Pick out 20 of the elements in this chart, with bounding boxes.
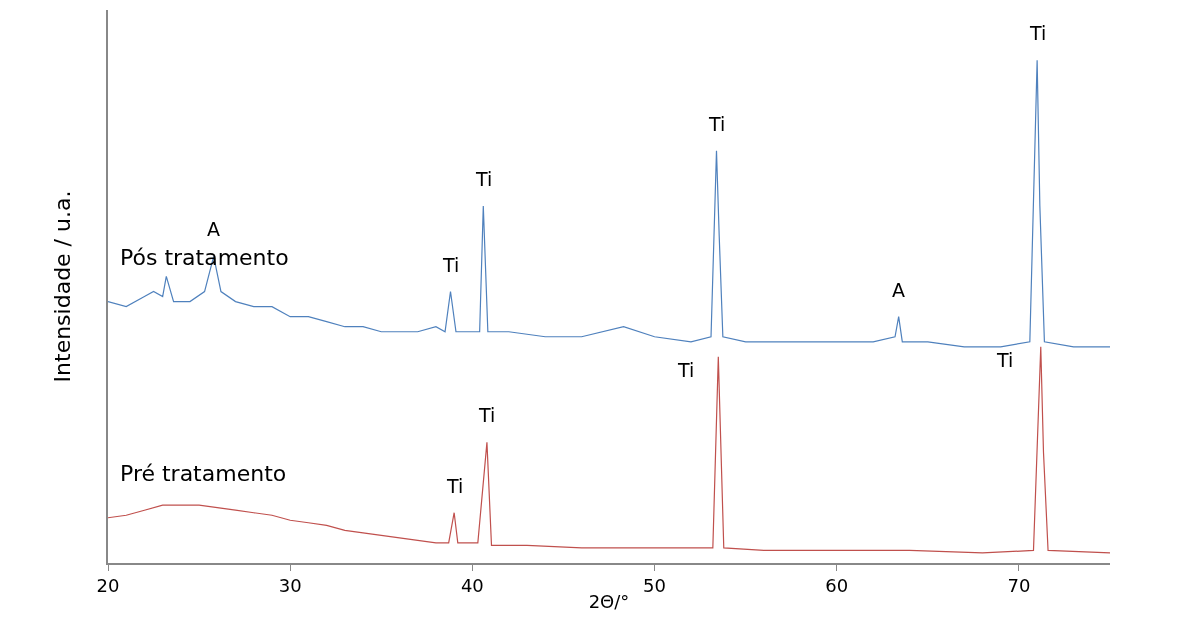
annotation: Ti	[677, 359, 695, 381]
y-axis-title: Intensidade / u.a.	[49, 190, 75, 383]
series-label: Pré tratamento	[120, 461, 287, 486]
x-tick-label: 30	[278, 575, 302, 597]
x-tick-label: 60	[825, 575, 849, 597]
annotation: Ti	[996, 349, 1014, 371]
annotation: Ti	[442, 254, 460, 276]
annotation: Ti	[446, 475, 464, 497]
x-axis-title: 2Θ/°	[588, 590, 630, 612]
annotation: Ti	[708, 113, 726, 135]
x-tick-label: 20	[96, 575, 120, 597]
annotation: Ti	[478, 404, 496, 426]
annotation: Ti	[475, 168, 493, 190]
series-label: Pós tratamento	[120, 245, 289, 270]
x-tick-label: 50	[643, 575, 666, 597]
annotation: Ti	[1029, 22, 1047, 44]
annotation: A	[207, 218, 220, 240]
annotation: A	[892, 279, 905, 301]
x-tick-label: 70	[1007, 575, 1031, 597]
x-tick-label: 40	[460, 575, 484, 597]
